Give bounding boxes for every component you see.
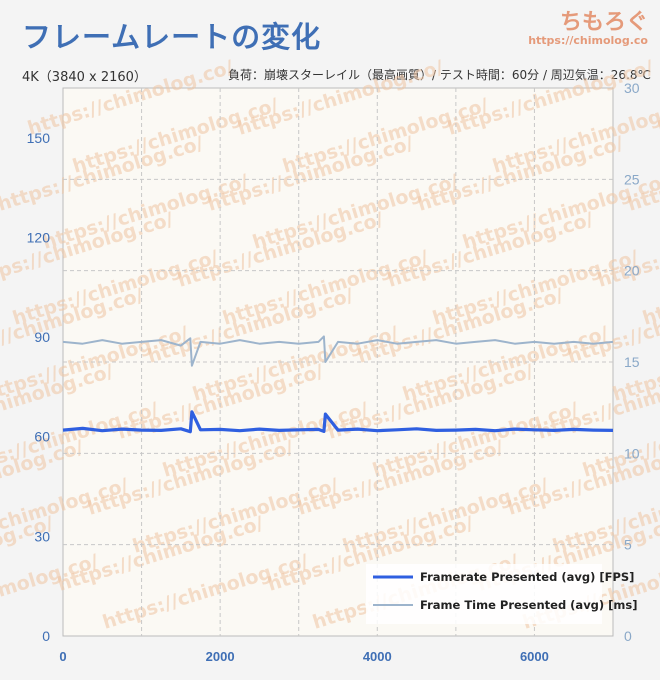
legend-label-frametime: Frame Time Presented (avg) [ms] bbox=[420, 598, 638, 612]
series-layer bbox=[62, 335, 614, 434]
x-axis-tick-label: 0 bbox=[59, 649, 66, 664]
brand-logo: ちもろぐ https://chimolog.co bbox=[528, 4, 648, 47]
left-axis-tick-label: 30 bbox=[34, 528, 50, 544]
left-axis-tick-label: 150 bbox=[27, 130, 51, 146]
left-axis-tick-label: 90 bbox=[34, 329, 50, 345]
series-line-fps bbox=[62, 410, 614, 434]
legend: Framerate Presented (avg) [FPS] Frame Ti… bbox=[366, 564, 638, 624]
x-axis-tick-label: 4000 bbox=[363, 649, 392, 664]
left-axis-tick-label: 60 bbox=[34, 429, 50, 445]
left-axis-tick-label: 0 bbox=[42, 628, 50, 644]
test-conditions-label: 負荷：崩壊スターレイル（最高画質）/ テスト時間：60分 / 周辺気温：26.8… bbox=[228, 68, 651, 82]
right-axis-tick-label: 15 bbox=[624, 354, 640, 370]
right-axis-tick-label: 5 bbox=[624, 537, 632, 553]
right-axis-tick-label: 30 bbox=[624, 80, 640, 96]
x-axis-tick-label: 2000 bbox=[206, 649, 235, 664]
right-axis-tick-label: 20 bbox=[624, 263, 640, 279]
right-axis-tick-label: 0 bbox=[624, 628, 632, 644]
x-axis-tick-label: 6000 bbox=[520, 649, 549, 664]
brand-name: ちもろぐ bbox=[559, 10, 648, 35]
series-line-frametime bbox=[62, 335, 614, 367]
left-axis: 0 30 60 90 120 150 bbox=[27, 130, 51, 644]
brand-url: https://chimolog.co bbox=[528, 34, 648, 47]
right-axis-tick-label: 10 bbox=[624, 445, 640, 461]
resolution-label: 4K（3840 x 2160） bbox=[22, 70, 147, 85]
legend-label-fps: Framerate Presented (avg) [FPS] bbox=[420, 570, 634, 584]
right-axis: 0 5 10 15 20 25 30 bbox=[624, 80, 640, 644]
right-axis-tick-label: 25 bbox=[624, 171, 640, 187]
grid-lines bbox=[63, 88, 613, 636]
x-axis: 0 2000 4000 6000 bbox=[59, 649, 549, 664]
legend-box bbox=[366, 564, 602, 624]
page-title: フレームレートの変化 bbox=[22, 20, 322, 54]
left-axis-tick-label: 120 bbox=[27, 229, 51, 245]
